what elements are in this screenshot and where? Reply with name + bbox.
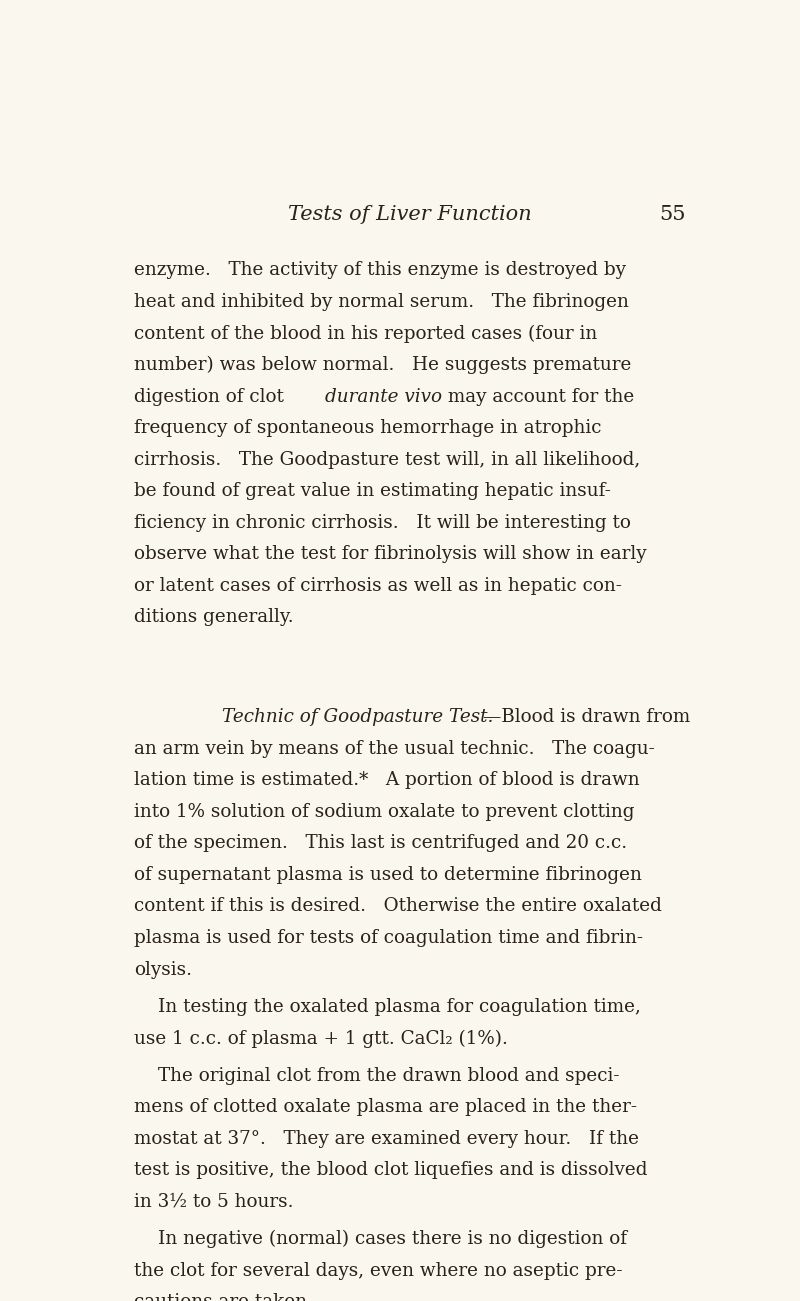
Text: use 1 c.c. of plasma + 1 gtt. CaCl₂ (1%).: use 1 c.c. of plasma + 1 gtt. CaCl₂ (1%)… <box>134 1029 508 1047</box>
Text: ditions generally.: ditions generally. <box>134 609 294 626</box>
Text: The original clot from the drawn blood and speci-: The original clot from the drawn blood a… <box>158 1067 619 1085</box>
Text: observe what the test for fibrinolysis will show in early: observe what the test for fibrinolysis w… <box>134 545 646 563</box>
Text: number) was below normal.   He suggests premature: number) was below normal. He suggests pr… <box>134 356 631 375</box>
Text: into 1% solution of sodium oxalate to prevent clotting: into 1% solution of sodium oxalate to pr… <box>134 803 634 821</box>
Text: Technic of Goodpasture Test.: Technic of Goodpasture Test. <box>222 708 494 726</box>
Text: may account for the: may account for the <box>442 388 634 406</box>
Text: content of the blood in his reported cases (four in: content of the blood in his reported cas… <box>134 324 598 342</box>
Text: cirrhosis.   The Goodpasture test will, in all likelihood,: cirrhosis. The Goodpasture test will, in… <box>134 450 640 468</box>
Text: ficiency in chronic cirrhosis.   It will be interesting to: ficiency in chronic cirrhosis. It will b… <box>134 514 631 532</box>
Text: 55: 55 <box>659 206 686 224</box>
Text: durante vivo: durante vivo <box>325 388 442 406</box>
Text: olysis.: olysis. <box>134 960 192 978</box>
Text: plasma is used for tests of coagulation time and fibrin-: plasma is used for tests of coagulation … <box>134 929 643 947</box>
Text: the clot for several days, even where no aseptic pre-: the clot for several days, even where no… <box>134 1262 622 1280</box>
Text: be found of great value in estimating hepatic insuf-: be found of great value in estimating he… <box>134 483 611 500</box>
Text: of the specimen.   This last is centrifuged and 20 c.c.: of the specimen. This last is centrifuge… <box>134 834 627 852</box>
Text: an arm vein by means of the usual technic.   The coagu-: an arm vein by means of the usual techni… <box>134 740 655 757</box>
Text: enzyme.   The activity of this enzyme is destroyed by: enzyme. The activity of this enzyme is d… <box>134 262 626 280</box>
Text: lation time is estimated.*   A portion of blood is drawn: lation time is estimated.* A portion of … <box>134 771 640 790</box>
Text: or latent cases of cirrhosis as well as in hepatic con-: or latent cases of cirrhosis as well as … <box>134 576 622 595</box>
Text: mens of clotted oxalate plasma are placed in the ther-: mens of clotted oxalate plasma are place… <box>134 1098 637 1116</box>
Text: In negative (normal) cases there is no digestion of: In negative (normal) cases there is no d… <box>158 1229 626 1248</box>
Text: mostat at 37°.   They are examined every hour.   If the: mostat at 37°. They are examined every h… <box>134 1129 639 1147</box>
Text: heat and inhibited by normal serum.   The fibrinogen: heat and inhibited by normal serum. The … <box>134 293 629 311</box>
Text: content if this is desired.   Otherwise the entire oxalated: content if this is desired. Otherwise th… <box>134 898 662 916</box>
Text: In testing the oxalated plasma for coagulation time,: In testing the oxalated plasma for coagu… <box>158 998 641 1016</box>
Text: frequency of spontaneous hemorrhage in atrophic: frequency of spontaneous hemorrhage in a… <box>134 419 602 437</box>
Text: test is positive, the blood clot liquefies and is dissolved: test is positive, the blood clot liquefi… <box>134 1162 648 1179</box>
Text: of supernatant plasma is used to determine fibrinogen: of supernatant plasma is used to determi… <box>134 866 642 883</box>
Text: cautions are taken.: cautions are taken. <box>134 1293 313 1301</box>
Text: digestion of clot: digestion of clot <box>134 388 290 406</box>
Text: in 3½ to 5 hours.: in 3½ to 5 hours. <box>134 1193 294 1211</box>
Text: —Blood is drawn from: —Blood is drawn from <box>482 708 690 726</box>
Text: Tests of Liver Function: Tests of Liver Function <box>288 206 532 224</box>
